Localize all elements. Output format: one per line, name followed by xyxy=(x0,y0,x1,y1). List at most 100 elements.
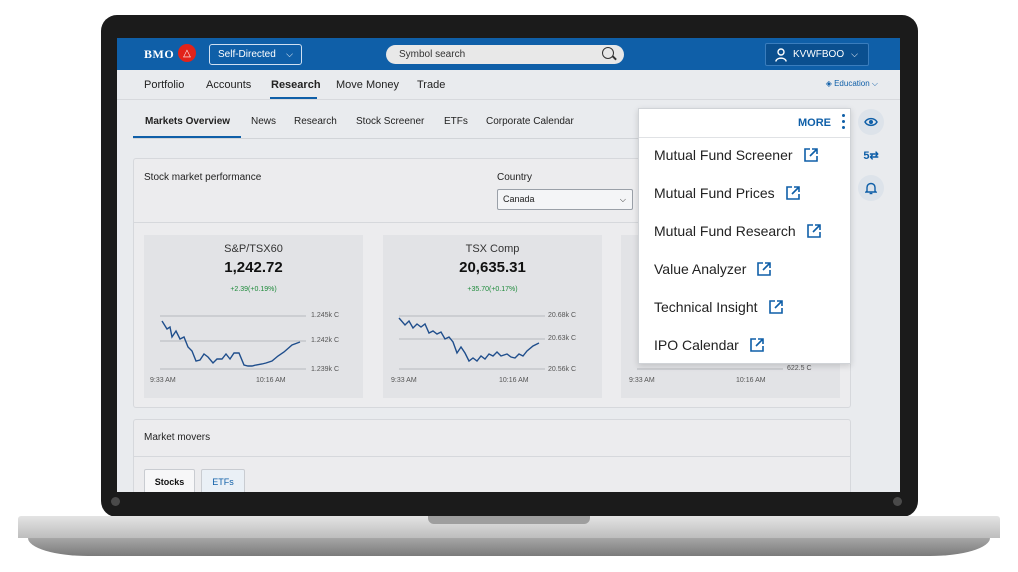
person-icon xyxy=(775,48,787,62)
laptop-base xyxy=(18,516,1000,538)
primary-nav: Portfolio Accounts Research Move Money T… xyxy=(117,70,900,100)
nav-trade[interactable]: Trade xyxy=(417,79,446,91)
education-label: Education xyxy=(834,79,870,88)
index-change: +35.70(+0.17%) xyxy=(467,286,518,293)
index-sparkline xyxy=(398,315,545,370)
user-label: KVWFBOO xyxy=(793,49,845,60)
external-link-icon xyxy=(750,338,764,352)
nav-research[interactable]: Research xyxy=(271,79,321,91)
country-value: Canada xyxy=(503,194,535,204)
menu-item-label: Mutual Fund Research xyxy=(654,223,796,239)
index-sparkline xyxy=(160,315,306,370)
y-tick-label: 20.56k C xyxy=(548,366,577,373)
external-link-icon xyxy=(757,262,772,276)
menu-item-label: Mutual Fund Prices xyxy=(654,185,775,201)
nav-accounts[interactable]: Accounts xyxy=(206,79,252,91)
subnav-divider xyxy=(133,138,851,139)
market-movers-panel xyxy=(133,419,851,492)
external-link-icon xyxy=(803,148,818,162)
index-name: TSX Comp xyxy=(465,243,520,255)
country-select[interactable]: Canada ⌵ xyxy=(497,189,633,210)
graduation-cap-icon: ◈ xyxy=(825,79,832,88)
more-label: MORE xyxy=(798,117,831,129)
menu-item-label: IPO Calendar xyxy=(654,337,739,353)
nav-active-indicator xyxy=(270,97,317,99)
y-tick-label: 1.245k C xyxy=(311,312,340,319)
tab-corporate-calendar[interactable]: Corporate Calendar xyxy=(486,116,574,127)
chevron-down-icon: ⌵ xyxy=(871,79,878,88)
external-link-icon xyxy=(806,224,821,238)
menu-item-mutual-fund-prices[interactable]: Mutual Fund Prices xyxy=(654,185,801,201)
user-menu-button[interactable]: KVWFBOO ⌵ xyxy=(765,43,869,66)
nav-move-money[interactable]: Move Money xyxy=(336,79,399,91)
x-tick-label: 9:33 AM xyxy=(391,377,417,384)
nav-portfolio[interactable]: Portfolio xyxy=(144,79,185,91)
menu-item-technical-insight[interactable]: Technical Insight xyxy=(654,299,784,315)
self-directed-label: Self-Directed xyxy=(218,49,276,60)
x-tick-label: 10:16 AM xyxy=(736,377,766,384)
market-movers-title: Market movers xyxy=(144,432,211,443)
tab-news[interactable]: News xyxy=(251,116,277,127)
menu-item-label: Mutual Fund Screener xyxy=(654,147,793,163)
menu-item-label: Value Analyzer xyxy=(654,261,747,277)
movers-divider xyxy=(133,456,851,457)
y-tick-label: 1.239k C xyxy=(311,366,340,373)
y-tick-label: 20.68k C xyxy=(548,312,577,319)
menu-item-mutual-fund-screener[interactable]: Mutual Fund Screener xyxy=(654,147,819,163)
more-dropdown-menu: MORE Mutual Fund Screener Mutual Fund Pr… xyxy=(638,108,851,364)
more-menu-header[interactable]: MORE xyxy=(639,109,850,138)
panel-divider xyxy=(133,222,851,223)
search-placeholder: Symbol search xyxy=(399,49,466,60)
screen: BMO △ Self-Directed ⌵ Symbol search KVWF… xyxy=(117,38,900,492)
panel-title: Stock market performance xyxy=(144,172,262,183)
subnav-active-indicator xyxy=(133,136,241,138)
bell-button[interactable] xyxy=(858,175,884,201)
index-card-tsx-comp[interactable]: TSX Comp 20,635.31 +35.70(+0.17%) 20.68k… xyxy=(383,235,602,398)
x-tick-label: 9:33 AM xyxy=(629,377,655,384)
kebab-icon xyxy=(842,114,846,132)
bmo-logo[interactable]: BMO xyxy=(144,47,175,61)
menu-item-mutual-fund-research[interactable]: Mutual Fund Research xyxy=(654,223,822,239)
bmo-roundel-icon: △ xyxy=(178,44,196,62)
dollar-exchange-icon[interactable]: 5⇄ xyxy=(863,149,879,162)
y-tick-label: 622.5 C xyxy=(787,365,812,372)
chevron-down-icon: ⌵ xyxy=(619,195,626,204)
external-link-icon xyxy=(785,186,800,200)
tab-research[interactable]: Research xyxy=(294,116,337,127)
eye-icon xyxy=(864,117,878,127)
laptop-notch xyxy=(428,516,590,524)
index-card-sp-tsx60[interactable]: S&P/TSX60 1,242.72 +2.39(+0.19%) 1.245k … xyxy=(144,235,363,398)
x-tick-label: 9:33 AM xyxy=(150,377,176,384)
bezel-dot-right xyxy=(893,497,902,506)
bezel-dot-left xyxy=(111,497,120,506)
index-name: S&P/TSX60 xyxy=(224,243,283,255)
symbol-search-input[interactable]: Symbol search xyxy=(386,45,624,64)
index-value: 20,635.31 xyxy=(459,259,526,276)
bell-icon xyxy=(865,182,877,194)
movers-tab-stocks[interactable]: Stocks xyxy=(144,469,195,492)
education-menu[interactable]: ◈ Education ⌵ xyxy=(826,79,878,89)
y-tick-label: 1.242k C xyxy=(311,337,340,344)
tab-etfs[interactable]: ETFs xyxy=(444,116,468,127)
search-icon[interactable] xyxy=(602,47,614,59)
index-value: 1,242.72 xyxy=(224,259,283,276)
chevron-down-icon: ⌵ xyxy=(851,49,858,59)
top-bar: BMO △ Self-Directed ⌵ Symbol search KVWF… xyxy=(117,38,900,70)
self-directed-dropdown[interactable]: Self-Directed ⌵ xyxy=(209,44,302,65)
country-label: Country xyxy=(497,172,533,183)
y-tick-label: 20.63k C xyxy=(548,335,577,342)
tab-stock-screener[interactable]: Stock Screener xyxy=(356,116,425,127)
menu-item-ipo-calendar[interactable]: IPO Calendar xyxy=(654,337,765,353)
tab-markets-overview[interactable]: Markets Overview xyxy=(145,116,231,127)
external-link-icon xyxy=(768,300,783,314)
movers-tab-etfs[interactable]: ETFs xyxy=(201,469,245,492)
menu-item-value-analyzer[interactable]: Value Analyzer xyxy=(654,261,772,277)
x-tick-label: 10:16 AM xyxy=(256,377,286,384)
eye-button[interactable] xyxy=(858,109,884,135)
laptop-base-bottom xyxy=(28,538,990,556)
menu-item-label: Technical Insight xyxy=(654,299,758,315)
chevron-down-icon: ⌵ xyxy=(286,49,293,59)
index-sparkline xyxy=(637,368,783,370)
x-tick-label: 10:16 AM xyxy=(499,377,529,384)
